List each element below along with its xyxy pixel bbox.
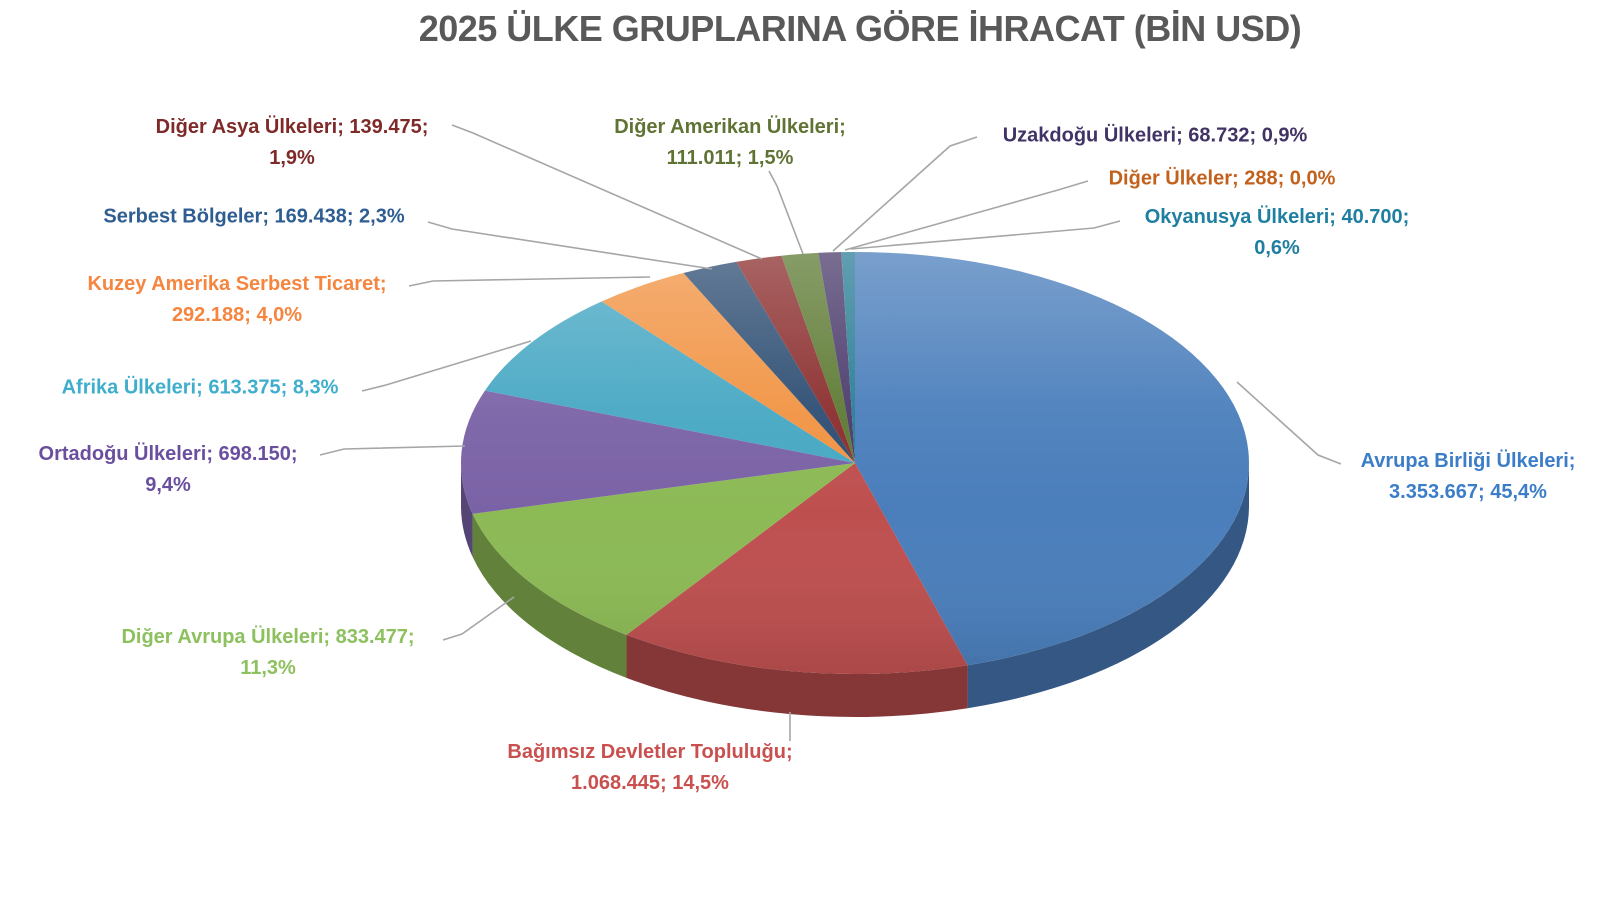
data-label-line: Bağımsız Devletler Topluluğu; xyxy=(507,741,793,763)
pie-slice-side-avrupa-birligi-ulkeleri xyxy=(967,463,1249,709)
leader-line-diger-asya-ulkeleri xyxy=(451,124,763,260)
pie-slice-side-ortadogu-ulkeleri xyxy=(461,463,473,557)
pie-slice-side-bagimsiz-devletler-toplulugu xyxy=(626,634,968,717)
data-label-line: 111.011; 1,5% xyxy=(666,147,794,169)
leader-line-diger-amerikan-ulkeleri xyxy=(768,170,804,255)
data-label-line: Serbest Bölgeler; 169.438; 2,3% xyxy=(103,205,405,228)
data-label-line: 1.068.445; 14,5% xyxy=(571,772,729,794)
chart-title: 2025 ÜLKE GRUPLARINA GÖRE İHRACAT (BİN U… xyxy=(418,8,1302,49)
data-label-line: 9,4% xyxy=(145,474,191,496)
leader-line-avrupa-birligi-ulkeleri xyxy=(1236,381,1342,465)
leader-line-okyanusya-ulkeleri xyxy=(850,220,1121,250)
data-label-line: Diğer Amerikan Ülkeleri; xyxy=(614,116,846,138)
data-label-afrika-ulkeleri: Afrika Ülkeleri; 613.375; 8,3% xyxy=(62,373,339,404)
data-label-line: Okyanusya Ülkeleri; 40.700; xyxy=(1144,206,1410,228)
data-label-ortadogu-ulkeleri: Ortadoğu Ülkeleri; 698.150; 9,4% xyxy=(39,439,298,501)
data-label-line: 11,3% xyxy=(240,657,296,679)
leader-line-diger-ulkeler xyxy=(844,180,1089,251)
leader-line-serbest-bolgeler xyxy=(427,221,713,270)
pie-gloss-overlay xyxy=(461,252,1249,674)
data-label-line: 0,6% xyxy=(1254,237,1300,259)
data-label-kuzey-amerika-serbest-ticaret: Kuzey Amerika Serbest Ticaret; 292.188; 4… xyxy=(87,269,386,331)
data-label-avrupa-birligi-ulkeleri: Avrupa Birliği Ülkeleri; 3.353.667; 45,4% xyxy=(1361,446,1576,508)
data-label-serbest-bolgeler: Serbest Bölgeler; 169.438; 2,3% xyxy=(103,202,404,233)
pie-slice-side-diger-avrupa-ulkeleri xyxy=(472,513,627,678)
data-label-diger-asya-ulkeleri: Diğer Asya Ülkeleri; 139.475; 1,9% xyxy=(156,112,429,174)
data-label-okyanusya-ulkeleri: Okyanusya Ülkeleri; 40.700; 0,6% xyxy=(1145,202,1410,264)
data-label-line: Ortadoğu Ülkeleri; 698.150; xyxy=(38,443,298,465)
data-label-line: Diğer Avrupa Ülkeleri; 833.477; xyxy=(121,626,415,648)
data-label-line: 3.353.667; 45,4% xyxy=(1389,481,1547,503)
data-label-line: 1,9% xyxy=(269,147,315,169)
data-label-bagimsiz-devletler-toplulugu: Bağımsız Devletler Topluluğu; 1.068.445; … xyxy=(507,737,792,799)
data-label-line: Avrupa Birliği Ülkeleri; xyxy=(1360,450,1576,472)
data-label-diger-avrupa-ulkeleri: Diğer Avrupa Ülkeleri; 833.477; 11,3% xyxy=(121,622,414,684)
leader-line-uzakdogu-ulkeleri xyxy=(832,136,978,252)
data-label-line: Diğer Ülkeler; 288; 0,0% xyxy=(1108,167,1336,190)
leader-line-kuzey-amerika-serbest-ticaret xyxy=(408,276,651,287)
leader-line-afrika-ulkeleri xyxy=(361,340,532,392)
data-label-line: Kuzey Amerika Serbest Ticaret; xyxy=(87,273,387,295)
data-label-line: Afrika Ülkeleri; 613.375; 8,3% xyxy=(61,376,339,399)
data-label-diger-amerikan-ulkeleri: Diğer Amerikan Ülkeleri; 111.011; 1,5% xyxy=(614,112,846,174)
leader-line-diger-avrupa-ulkeleri xyxy=(442,596,515,641)
data-label-diger-ulkeler: Diğer Ülkeler; 288; 0,0% xyxy=(1109,164,1336,195)
data-label-uzakdogu-ulkeleri: Uzakdoğu Ülkeleri; 68.732; 0,9% xyxy=(1003,121,1308,152)
leader-line-ortadogu-ulkeleri xyxy=(319,445,466,456)
data-label-line: Diğer Asya Ülkeleri; 139.475; xyxy=(155,116,429,138)
data-label-line: Uzakdoğu Ülkeleri; 68.732; 0,9% xyxy=(1002,124,1308,147)
data-label-line: 292.188; 4,0% xyxy=(171,304,303,326)
